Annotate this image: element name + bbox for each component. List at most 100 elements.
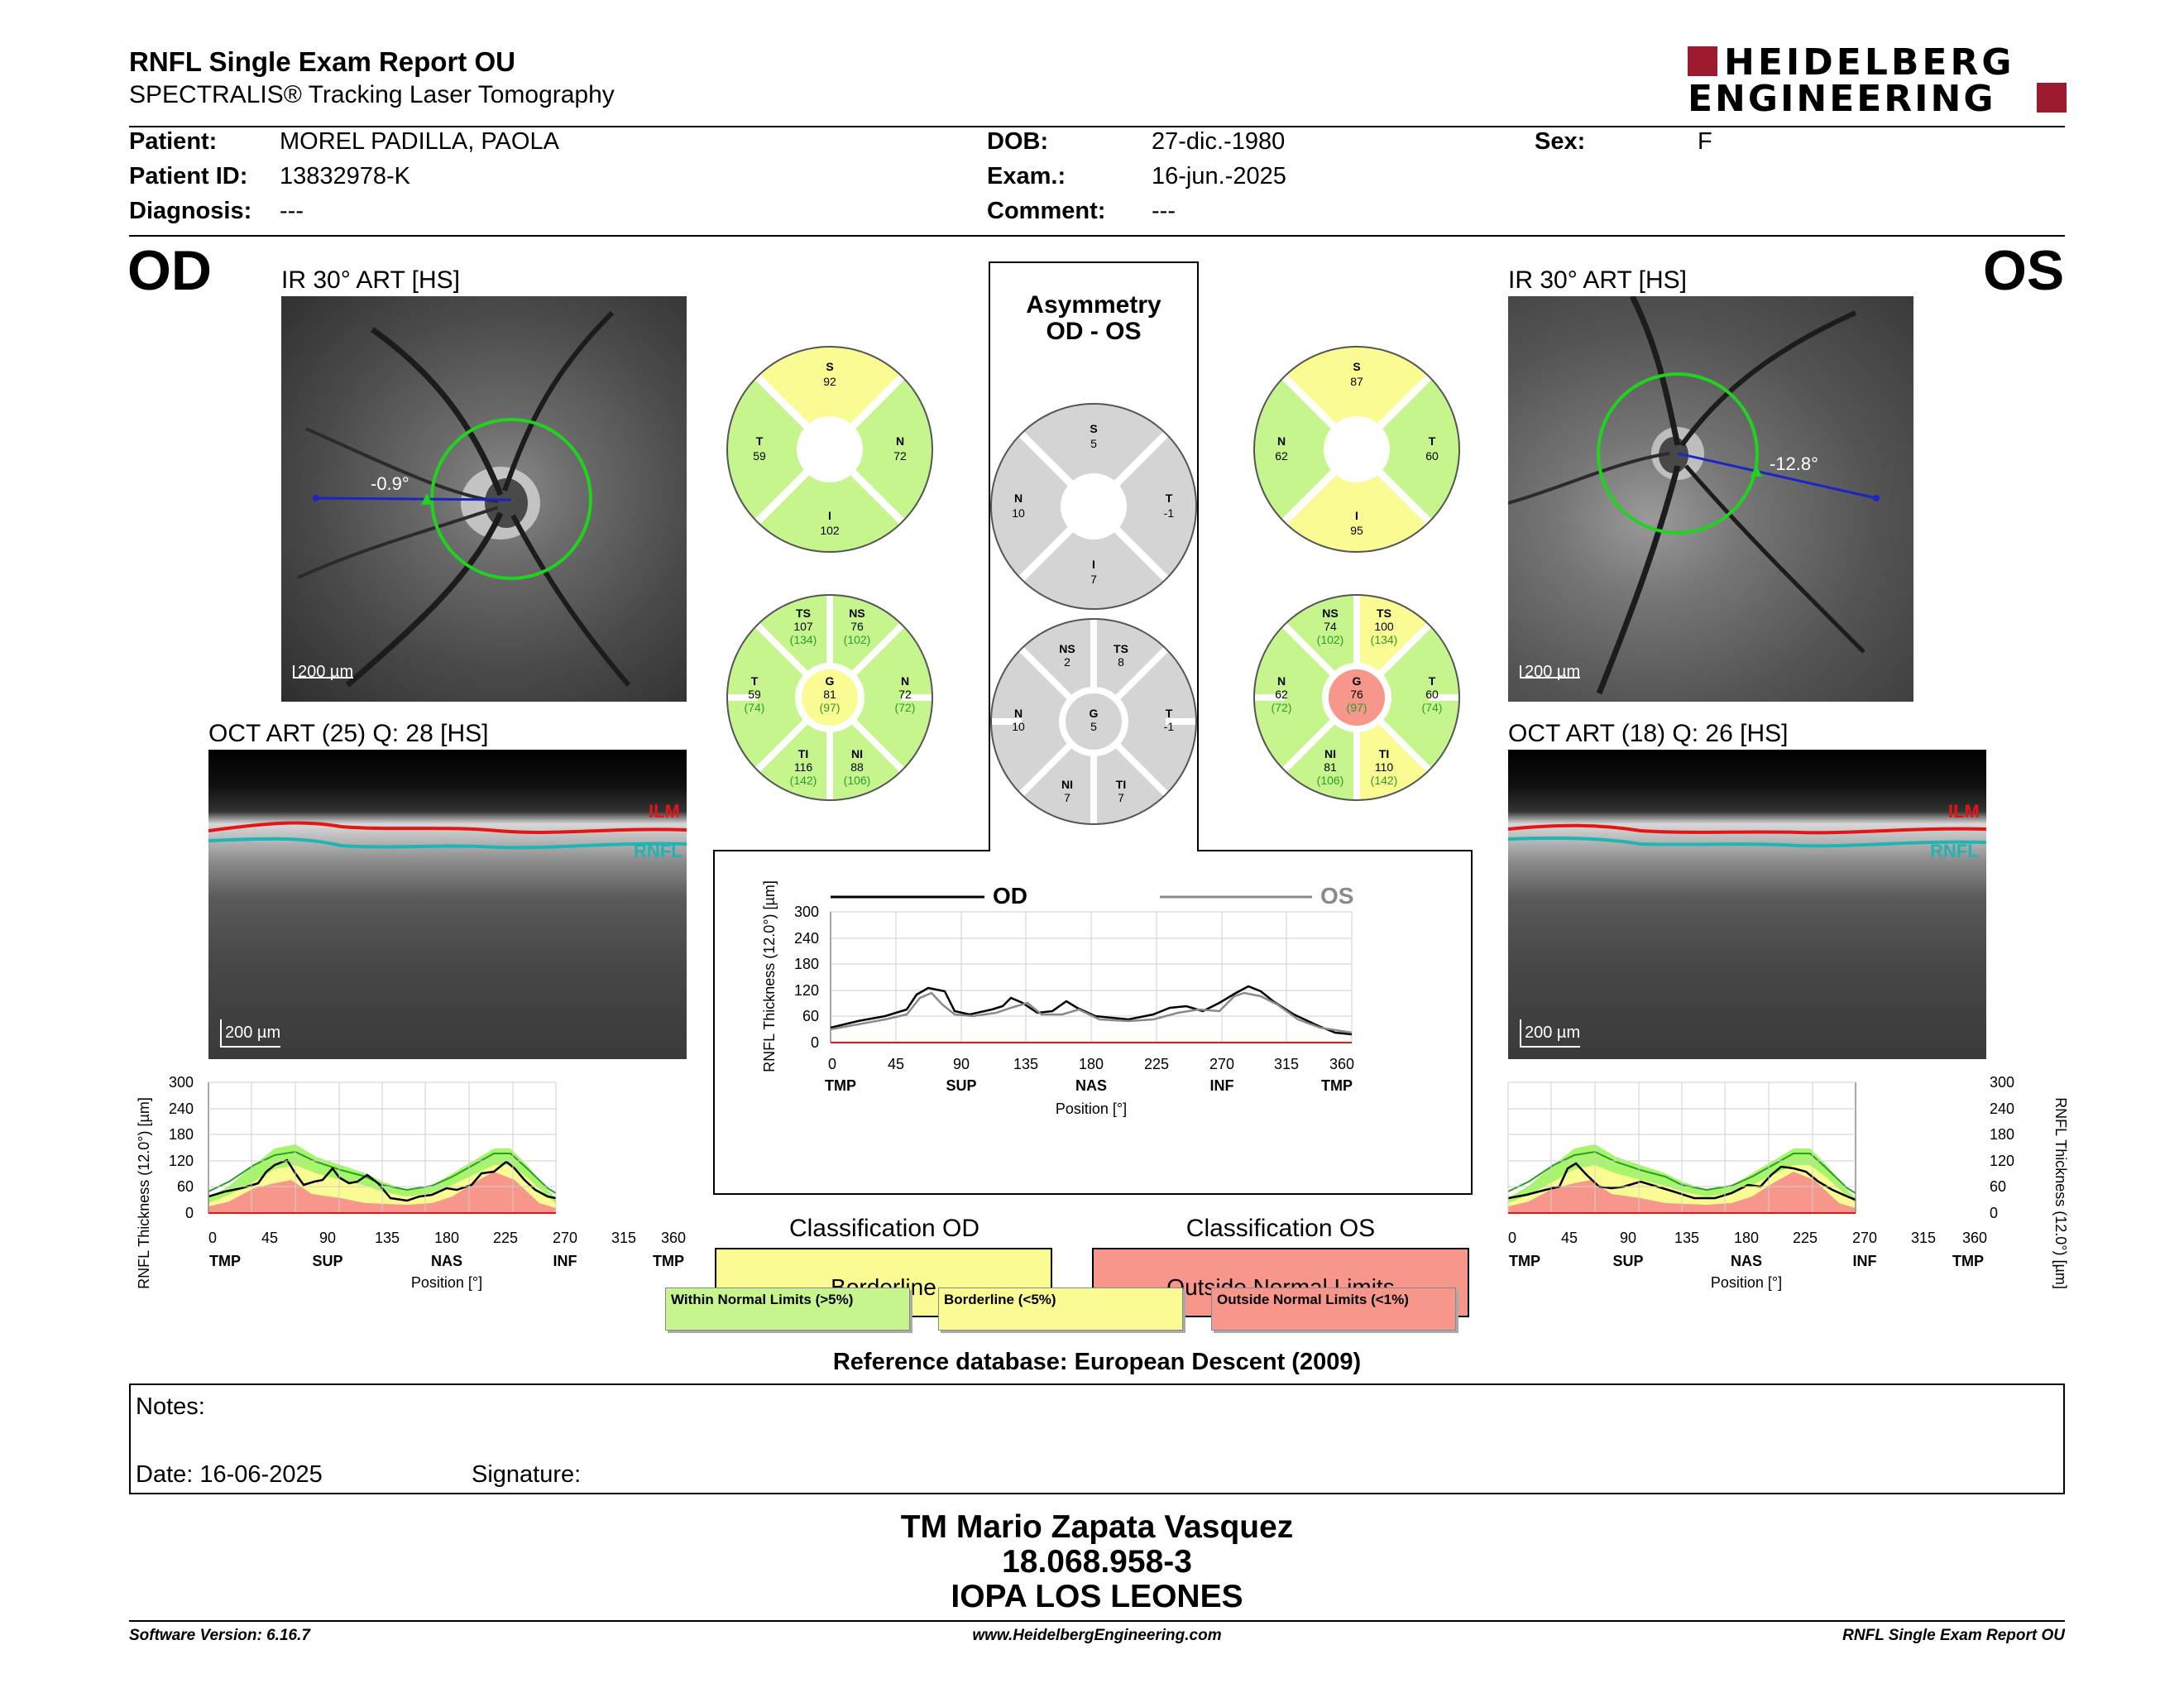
exam-date: 16-jun.-2025 bbox=[1152, 163, 1286, 189]
svg-text:315: 315 bbox=[1911, 1230, 1936, 1246]
svg-text:100: 100 bbox=[1374, 620, 1394, 633]
svg-text:G: G bbox=[1090, 707, 1099, 720]
svg-text:225: 225 bbox=[1793, 1230, 1818, 1246]
svg-text:NAS: NAS bbox=[1731, 1253, 1762, 1269]
svg-text:T: T bbox=[1166, 707, 1173, 720]
svg-text:88: 88 bbox=[850, 760, 864, 774]
od-ilm-label: ILM bbox=[649, 801, 680, 822]
svg-text:N: N bbox=[901, 674, 909, 688]
od-plot-area bbox=[208, 1081, 557, 1214]
od-fundus-image: -0.9° 200 µm bbox=[281, 296, 687, 702]
os-ilm-label: ILM bbox=[1948, 801, 1980, 822]
svg-text:60: 60 bbox=[802, 1008, 819, 1024]
svg-text:87: 87 bbox=[1350, 375, 1363, 388]
od-rnfl-profile-plot: 300 240 180 120 60 0 RNFL Thickness (12.… bbox=[136, 1074, 686, 1291]
svg-text:225: 225 bbox=[493, 1230, 518, 1246]
svg-text:TMP: TMP bbox=[653, 1253, 684, 1269]
svg-text:300: 300 bbox=[794, 904, 819, 920]
svg-text:180: 180 bbox=[794, 956, 819, 972]
svg-text:315: 315 bbox=[1274, 1056, 1299, 1072]
comment: --- bbox=[1152, 198, 1176, 224]
signer-clinic: IOPA LOS LEONES bbox=[951, 1579, 1243, 1614]
svg-text:10: 10 bbox=[1012, 506, 1025, 520]
svg-text:95: 95 bbox=[1350, 524, 1363, 537]
svg-text:NAS: NAS bbox=[431, 1253, 462, 1269]
svg-text:(72): (72) bbox=[1272, 701, 1292, 714]
center-frame bbox=[713, 261, 1473, 1195]
os-ir-title: IR 30° ART [HS] bbox=[1508, 266, 1687, 294]
od-angle: -0.9° bbox=[371, 473, 410, 494]
od-ir-title: IR 30° ART [HS] bbox=[281, 266, 460, 294]
svg-text:107: 107 bbox=[793, 620, 813, 633]
svg-text:180: 180 bbox=[1990, 1126, 2014, 1143]
od-oct-scale: 200 µm bbox=[220, 1019, 281, 1048]
asymmetry-sector-chart: NS2 TS8 N10 G5 T-1 NI7 TI7 bbox=[990, 618, 1197, 825]
svg-text:270: 270 bbox=[1852, 1230, 1877, 1246]
svg-text:5: 5 bbox=[1090, 720, 1097, 733]
svg-text:Position [°]: Position [°] bbox=[1711, 1274, 1782, 1291]
svg-text:240: 240 bbox=[794, 930, 819, 947]
od-fundus-scale: 200 µm bbox=[293, 664, 354, 680]
os-oct-bscan: ILM RNFL 200 µm bbox=[1508, 750, 1986, 1059]
svg-text:SUP: SUP bbox=[312, 1253, 342, 1269]
legend-od: OD bbox=[993, 883, 1027, 909]
svg-text:45: 45 bbox=[1561, 1230, 1578, 1246]
dob: 27-dic.-1980 bbox=[1152, 128, 1286, 155]
svg-text:I: I bbox=[1092, 558, 1095, 571]
svg-text:(134): (134) bbox=[790, 633, 817, 646]
svg-text:I: I bbox=[1355, 509, 1358, 522]
svg-text:-1: -1 bbox=[1164, 720, 1175, 733]
od-label: OD bbox=[127, 239, 212, 302]
svg-text:(134): (134) bbox=[1371, 633, 1398, 646]
legend-outside-normal: Outside Normal Limits (<1%) bbox=[1211, 1288, 1456, 1331]
svg-text:10: 10 bbox=[1012, 720, 1025, 733]
report-subtitle: SPECTRALIS® Tracking Laser Tomography bbox=[129, 81, 615, 108]
svg-text:135: 135 bbox=[1013, 1056, 1038, 1072]
svg-text:TMP: TMP bbox=[209, 1253, 241, 1269]
svg-text:(102): (102) bbox=[1317, 633, 1344, 646]
comparison-plot: OD OS 300 240 180 120 60 0 RNFL Thicknes… bbox=[761, 880, 1354, 1117]
svg-text:SUP: SUP bbox=[946, 1077, 976, 1094]
svg-text:360: 360 bbox=[1962, 1230, 1987, 1246]
svg-text:(97): (97) bbox=[1347, 701, 1367, 714]
svg-text:(97): (97) bbox=[820, 701, 841, 714]
svg-text:300: 300 bbox=[1990, 1074, 2014, 1091]
od-oct-bscan: ILM RNFL 200 µm bbox=[208, 750, 687, 1059]
svg-text:90: 90 bbox=[953, 1056, 970, 1072]
os-quadrant-chart: S 87 N62 T60 I 95 bbox=[1253, 346, 1460, 553]
svg-text:N: N bbox=[896, 434, 904, 448]
svg-text:225: 225 bbox=[1144, 1056, 1169, 1072]
svg-text:N: N bbox=[1277, 674, 1286, 688]
svg-text:59: 59 bbox=[753, 449, 766, 463]
svg-text:NI: NI bbox=[1324, 747, 1336, 760]
svg-text:5: 5 bbox=[1090, 437, 1097, 450]
svg-text:102: 102 bbox=[820, 524, 840, 537]
os-fundus-scale: 200 µm bbox=[1520, 664, 1581, 680]
os-rnfl-profile-plot: 300 240 180 120 60 0 RNFL Thickness (12.… bbox=[1507, 1074, 2069, 1291]
svg-text:90: 90 bbox=[1620, 1230, 1636, 1246]
svg-text:RNFL Thickness (12.0°) [µm]: RNFL Thickness (12.0°) [µm] bbox=[761, 880, 778, 1072]
os-label: OS bbox=[1983, 239, 2065, 302]
footer-url[interactable]: www.HeidelbergEngineering.com bbox=[972, 1627, 1222, 1644]
svg-text:180: 180 bbox=[1734, 1230, 1759, 1246]
svg-text:240: 240 bbox=[169, 1101, 194, 1117]
svg-text:(106): (106) bbox=[1317, 774, 1344, 787]
svg-text:NS: NS bbox=[849, 607, 864, 620]
od-rnfl-label: RNFL bbox=[634, 841, 682, 861]
svg-text:N: N bbox=[1277, 434, 1286, 448]
svg-text:270: 270 bbox=[553, 1230, 577, 1246]
svg-text:TMP: TMP bbox=[825, 1077, 856, 1094]
svg-text:180: 180 bbox=[434, 1230, 459, 1246]
svg-text:TMP: TMP bbox=[1952, 1253, 1984, 1269]
svg-text:(106): (106) bbox=[844, 774, 871, 787]
svg-text:8: 8 bbox=[1118, 655, 1124, 669]
svg-text:60: 60 bbox=[177, 1178, 194, 1195]
svg-text:S: S bbox=[1353, 360, 1360, 373]
svg-text:0: 0 bbox=[185, 1205, 194, 1221]
heidelberg-logo: HEIDELBERG ENGINEERING bbox=[1688, 41, 2067, 120]
svg-text:(74): (74) bbox=[745, 701, 765, 714]
svg-text:(102): (102) bbox=[844, 633, 871, 646]
svg-text:G: G bbox=[826, 674, 835, 688]
asymmetry-subtitle: OD - OS bbox=[1046, 318, 1142, 345]
